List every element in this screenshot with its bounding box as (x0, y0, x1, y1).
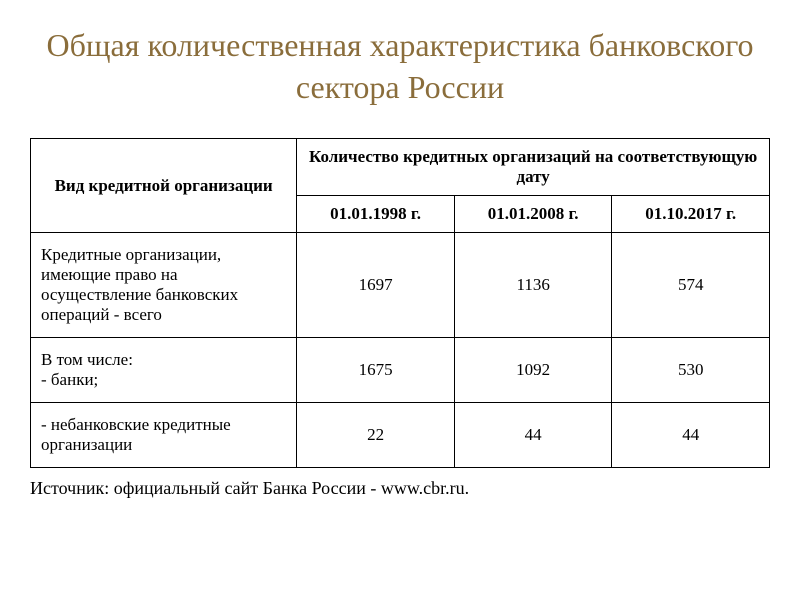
page-title: Общая количественная характеристика банк… (30, 25, 770, 108)
cell-2-0: 22 (297, 403, 455, 468)
table-header-row-1: Вид кредитной организации Количество кре… (31, 139, 770, 196)
cell-1-2: 530 (612, 338, 770, 403)
header-type: Вид кредитной организации (31, 139, 297, 233)
table-row: - небанковские кредитные организации 22 … (31, 403, 770, 468)
source-note: Источник: официальный сайт Банка России … (30, 478, 770, 499)
row-label-1: В том числе:- банки; (31, 338, 297, 403)
cell-2-1: 44 (454, 403, 612, 468)
cell-0-1: 1136 (454, 233, 612, 338)
header-count: Количество кредитных организаций на соот… (297, 139, 770, 196)
cell-1-1: 1092 (454, 338, 612, 403)
cell-1-0: 1675 (297, 338, 455, 403)
header-date-2: 01.10.2017 г. (612, 196, 770, 233)
table-row: В том числе:- банки; 1675 1092 530 (31, 338, 770, 403)
row-label-2: - небанковские кредитные организации (31, 403, 297, 468)
data-table: Вид кредитной организации Количество кре… (30, 138, 770, 468)
header-date-1: 01.01.2008 г. (454, 196, 612, 233)
table-row: Кредитные организации, имеющие право на … (31, 233, 770, 338)
cell-0-2: 574 (612, 233, 770, 338)
cell-0-0: 1697 (297, 233, 455, 338)
cell-2-2: 44 (612, 403, 770, 468)
row-label-0: Кредитные организации, имеющие право на … (31, 233, 297, 338)
header-date-0: 01.01.1998 г. (297, 196, 455, 233)
